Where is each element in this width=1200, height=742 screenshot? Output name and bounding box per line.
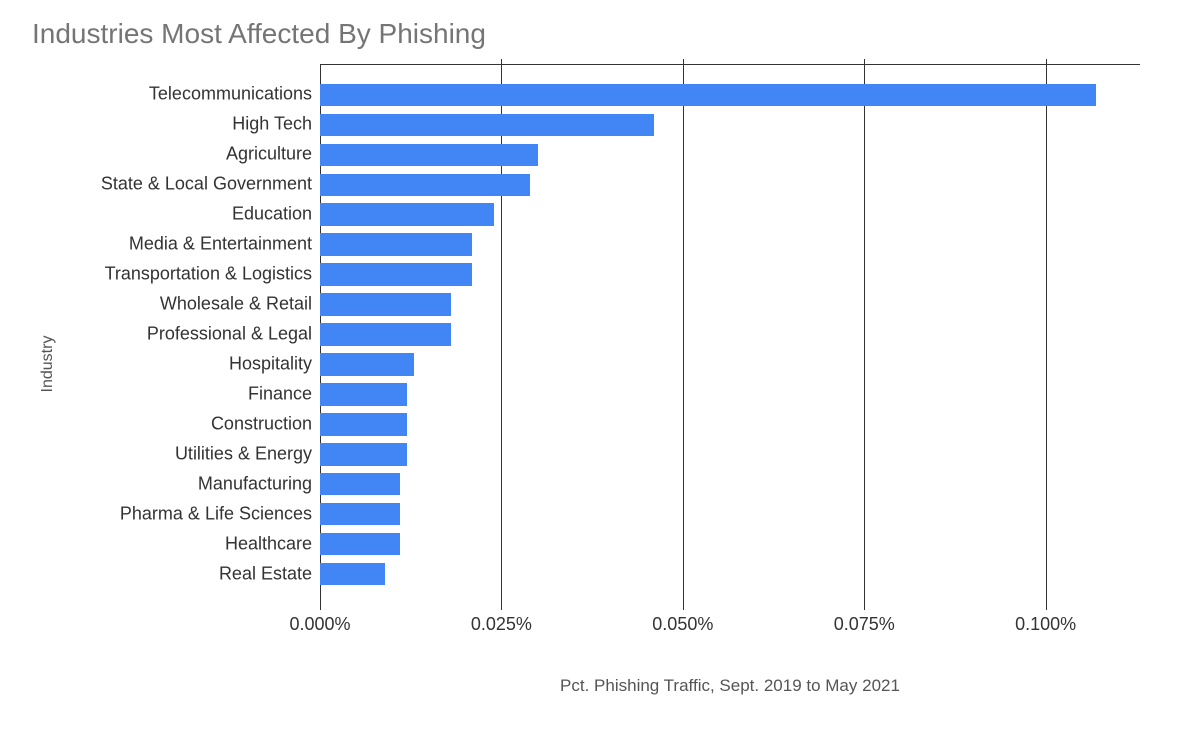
bar xyxy=(320,563,385,585)
bar xyxy=(320,533,400,555)
bar xyxy=(320,203,494,225)
bar-row xyxy=(320,473,1140,495)
x-tick-label: 0.025% xyxy=(471,614,532,635)
bar xyxy=(320,263,472,285)
y-axis-labels: Telecommunications High Tech Agriculture St… xyxy=(30,64,312,604)
y-tick-label: Utilities & Energy xyxy=(175,444,312,465)
plot-zone: Industry TelecommunicationsHigh TechAgri… xyxy=(30,64,1170,664)
x-axis-ticks: 0.000%0.025%0.050%0.075%0.100% xyxy=(320,614,1140,636)
bar xyxy=(320,144,538,166)
y-tick-label: Hospitality xyxy=(229,354,312,375)
bar-row xyxy=(320,233,1140,255)
y-tick-label: Finance xyxy=(248,384,312,405)
bar xyxy=(320,174,530,196)
bar-row xyxy=(320,293,1140,315)
bar-row xyxy=(320,353,1140,375)
y-tick-label: Healthcare xyxy=(225,534,312,555)
bar xyxy=(320,413,407,435)
bar xyxy=(320,473,400,495)
bar xyxy=(320,503,400,525)
bar-row xyxy=(320,114,1140,136)
y-tick-label: Wholesale & Retail xyxy=(160,294,312,315)
bar-row xyxy=(320,443,1140,465)
bar xyxy=(320,353,414,375)
bar xyxy=(320,443,407,465)
bar xyxy=(320,114,654,136)
y-tick-label: Media & Entertainment xyxy=(129,234,312,255)
bar-row xyxy=(320,383,1140,405)
x-axis-title: Pct. Phishing Traffic, Sept. 2019 to May… xyxy=(320,676,1140,696)
plot-area xyxy=(320,64,1140,604)
bar xyxy=(320,383,407,405)
bar-row xyxy=(320,503,1140,525)
bar xyxy=(320,84,1096,106)
chart-container: Industries Most Affected By Phishing Ind… xyxy=(0,0,1200,742)
x-tick-label: 0.000% xyxy=(289,614,350,635)
y-tick-label: Professional & Legal xyxy=(147,324,312,345)
y-tick-label: Real Estate xyxy=(219,564,312,585)
bar-row xyxy=(320,533,1140,555)
bar-row xyxy=(320,323,1140,345)
bar-row xyxy=(320,203,1140,225)
y-tick-label: Agriculture xyxy=(226,144,312,165)
y-tick-label: Pharma & Life Sciences xyxy=(120,504,312,525)
y-tick-label: High Tech xyxy=(232,114,312,135)
x-tick-label: 0.075% xyxy=(834,614,895,635)
y-tick-label: Education xyxy=(232,204,312,225)
bar-row xyxy=(320,144,1140,166)
bar xyxy=(320,323,451,345)
bar xyxy=(320,293,451,315)
bar-row xyxy=(320,263,1140,285)
chart-title: Industries Most Affected By Phishing xyxy=(32,18,1170,50)
y-tick-label: Telecommunications xyxy=(149,84,312,105)
plot-inner xyxy=(320,65,1140,604)
y-tick-label: Transportation & Logistics xyxy=(105,264,312,285)
bar-row xyxy=(320,563,1140,585)
bar-row xyxy=(320,84,1140,106)
y-tick-label: Construction xyxy=(211,414,312,435)
y-tick-label: Manufacturing xyxy=(198,474,312,495)
x-tick-label: 0.100% xyxy=(1015,614,1076,635)
bar-row xyxy=(320,174,1140,196)
bar-row xyxy=(320,413,1140,435)
x-tick-label: 0.050% xyxy=(652,614,713,635)
y-tick-label: State & Local Government xyxy=(101,174,312,195)
bar xyxy=(320,233,472,255)
